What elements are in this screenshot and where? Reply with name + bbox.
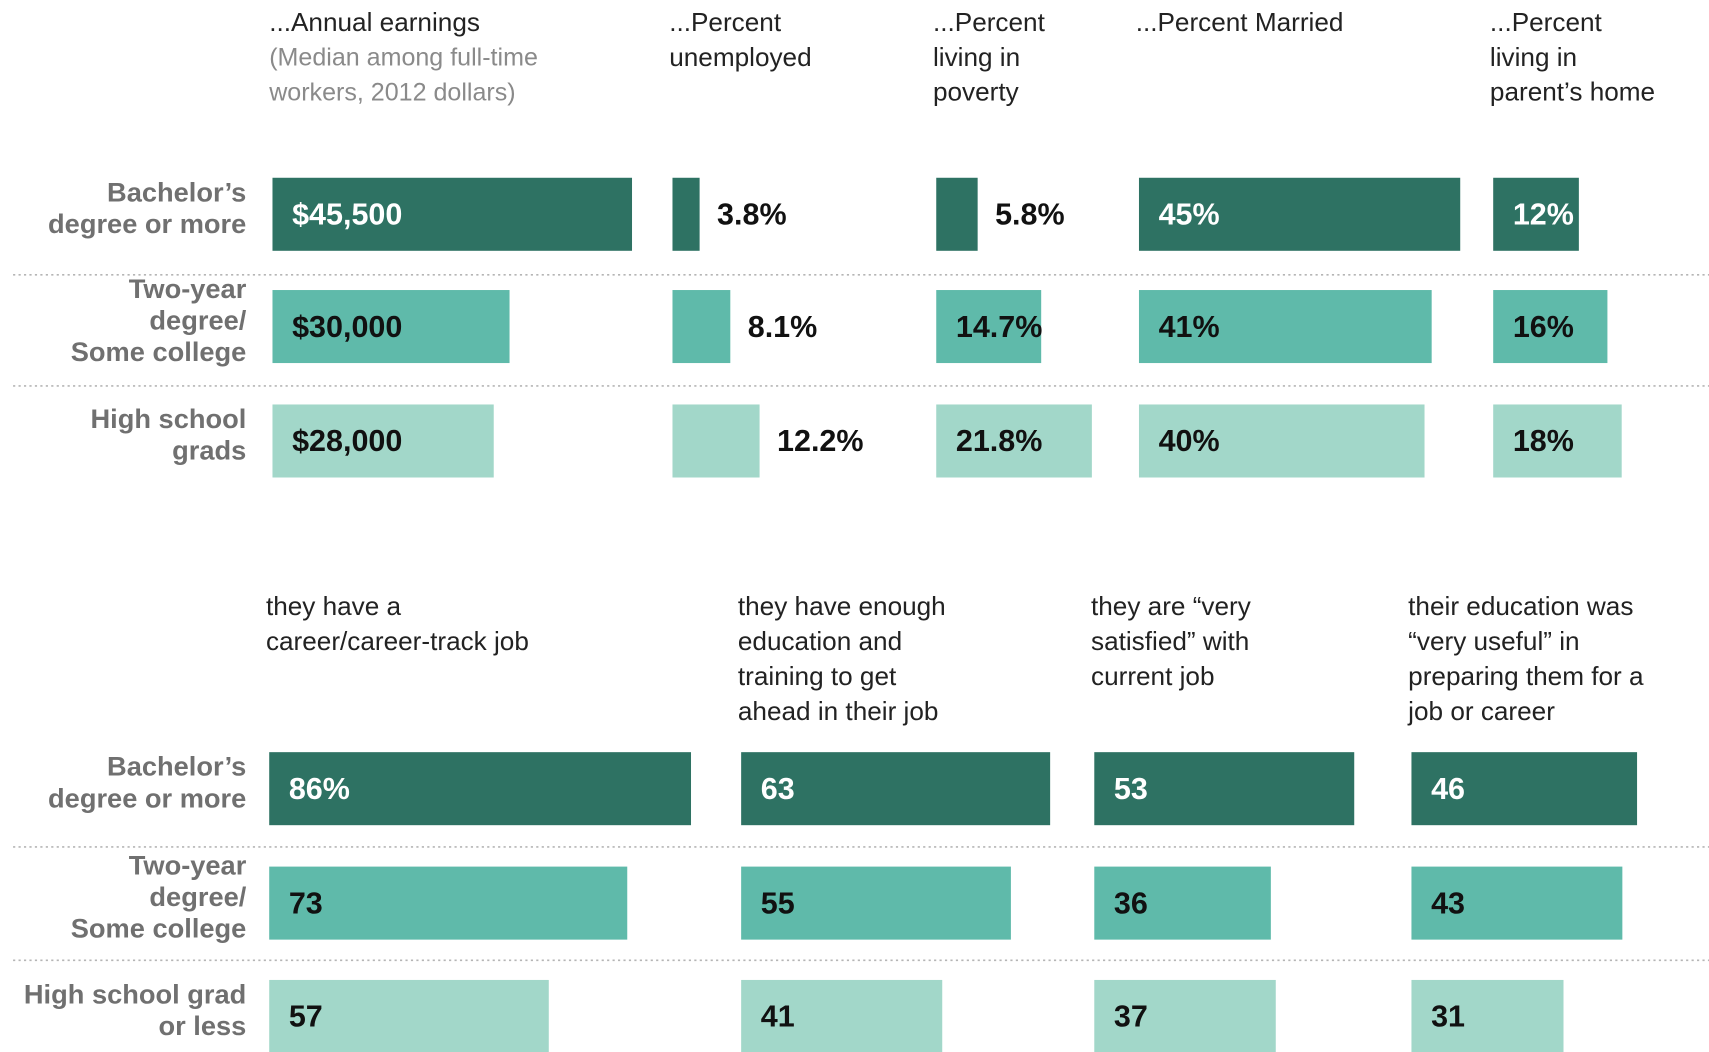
row-label: or less [159,1010,247,1041]
value-label: 36 [1114,886,1148,920]
bar [272,404,494,478]
row-label: High school [90,403,246,434]
value-label: 16% [1513,310,1574,344]
row-label: degree/ [149,304,246,335]
bar [1411,979,1564,1052]
bar [1138,404,1425,478]
row-label: degree or more [48,208,246,239]
bar [1138,177,1461,251]
row-label: grads [172,435,246,466]
value-label: 8.1% [748,310,818,344]
panel-header: “very useful” in [1408,626,1579,656]
bar [1094,866,1271,940]
panel-header: ...Percent [1490,7,1603,37]
row-label: degree or more [48,782,246,813]
bar [672,177,700,251]
panel-header: ahead in their job [738,696,939,726]
value-label: 12.2% [777,424,863,458]
value-label: $30,000 [292,310,402,344]
panel-header: training to get [738,661,897,691]
panel-header: preparing them for a [1408,661,1644,691]
value-label: 43 [1431,886,1465,920]
panel-header: parent’s home [1490,77,1655,107]
bar [1493,290,1608,364]
panel-header: ...Percent Married [1136,7,1344,37]
value-label: 31 [1431,1000,1465,1034]
value-label: 37 [1114,1000,1148,1034]
value-label: 45% [1159,198,1220,232]
row-label: Some college [71,913,247,944]
bar [269,979,549,1052]
row-label: Bachelor’s [107,176,246,207]
value-label: 73 [289,886,323,920]
value-label: 40% [1159,424,1220,458]
panel-header: poverty [933,77,1020,107]
value-label: 41 [761,1000,795,1034]
panel-header: ...Percent [933,7,1046,37]
panel-header: ...Annual earnings [269,7,480,37]
bar [272,177,633,251]
panel-header: their education was [1408,591,1633,621]
bar [936,290,1042,364]
bar [936,404,1092,478]
value-label: $28,000 [292,424,402,458]
row-label: Two-year [129,273,247,304]
bar [1094,752,1355,826]
bar [1411,866,1623,940]
panel-header: ...Percent [669,7,782,37]
bar [672,290,731,364]
value-label: 46 [1431,772,1465,806]
bar [741,752,1051,826]
bar [741,866,1011,940]
value-label: 21.8% [956,424,1042,458]
bar [269,752,692,826]
bar [269,866,628,940]
value-label: 55 [761,886,795,920]
row-label: Two-year [129,849,247,880]
panel-header: satisfied” with [1091,626,1249,656]
value-label: 5.8% [995,198,1065,232]
row-label: Bachelor’s [107,751,246,782]
row-label: High school grad [24,979,246,1010]
bar [1411,752,1638,826]
bar [1094,979,1276,1052]
value-label: 86% [289,772,350,806]
value-label: $45,500 [292,198,402,232]
panel-header: living in [1490,42,1577,72]
panel-header: they have a [266,591,402,621]
panel-subtitle: workers, 2012 dollars) [268,78,515,106]
bar [1138,290,1432,364]
row-label: degree/ [149,881,246,912]
panel-header: education and [738,626,902,656]
panel-header: unemployed [669,42,811,72]
value-label: 53 [1114,772,1148,806]
bar [936,177,978,251]
value-label: 18% [1513,424,1574,458]
value-label: 12% [1513,198,1574,232]
value-label: 41% [1159,310,1220,344]
value-label: 3.8% [717,198,787,232]
value-label: 14.7% [956,310,1042,344]
value-label: 57 [289,1000,323,1034]
panel-header: living in [933,42,1020,72]
panel-subtitle: (Median among full-time [269,44,538,72]
value-label: 63 [761,772,795,806]
row-label: Some college [71,336,247,367]
bar [672,404,760,478]
panel-header: current job [1091,661,1215,691]
bar [272,290,510,364]
panel-header: career/career-track job [266,626,529,656]
bar [1493,177,1579,251]
panel-header: they have enough [738,591,946,621]
bar [1493,404,1622,478]
panel-header: they are “very [1091,591,1252,621]
panel-header: job or career [1407,696,1555,726]
bar [741,979,943,1052]
